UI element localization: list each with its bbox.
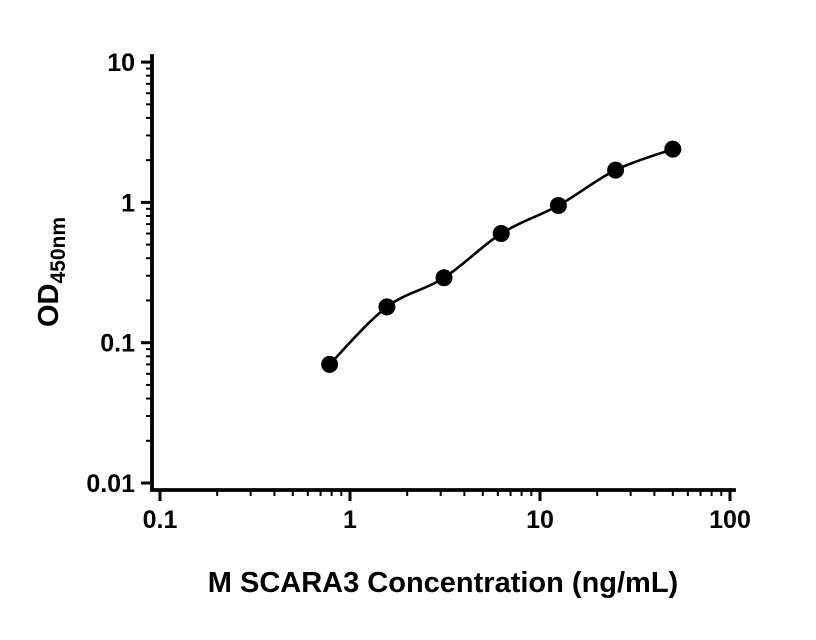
data-point (435, 269, 453, 287)
x-tick-label: 0.1 (143, 506, 178, 534)
y-tick-label: 0.1 (100, 330, 135, 358)
fit-curve (328, 147, 674, 366)
x-axis-title: M SCARA3 Concentration (ng/mL) (208, 567, 678, 599)
data-point (378, 298, 396, 316)
x-tick-label: 1 (343, 506, 357, 534)
x-tick-label: 100 (709, 506, 751, 534)
x-tick-label: 10 (526, 506, 554, 534)
data-point (664, 140, 682, 158)
data-point (321, 355, 339, 373)
y-tick-label: 1 (121, 189, 135, 217)
y-tick-label: 0.01 (86, 470, 135, 498)
data-series (321, 140, 682, 373)
axis-ticks (141, 60, 732, 501)
y-tick-label: 10 (107, 49, 135, 77)
data-point (549, 197, 567, 214)
axis-tick-labels: 0.1 1 10 100 0.01 0.1 1 10 (86, 49, 751, 534)
y-axis-title: OD450nm (33, 217, 70, 327)
data-point (492, 225, 510, 242)
data-point (607, 161, 625, 179)
